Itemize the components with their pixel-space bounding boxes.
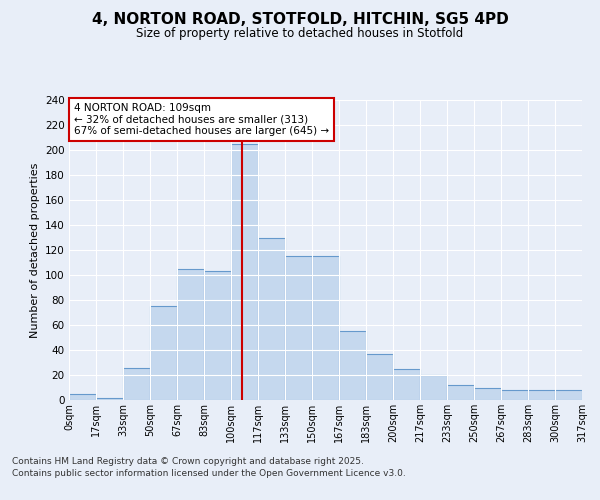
Bar (474, 388, 501, 400)
Bar (501, 390, 528, 400)
Bar (177, 269, 204, 400)
Y-axis label: Number of detached properties: Number of detached properties (29, 162, 40, 338)
Text: 4, NORTON ROAD, STOTFOLD, HITCHIN, SG5 4PD: 4, NORTON ROAD, STOTFOLD, HITCHIN, SG5 4… (92, 12, 508, 28)
Bar (339, 331, 366, 400)
Bar (69, 394, 96, 400)
Bar (96, 398, 123, 400)
Bar (231, 144, 258, 400)
Bar (285, 256, 312, 400)
Bar (366, 354, 393, 400)
Bar (555, 390, 582, 400)
Bar (528, 390, 555, 400)
Bar (312, 256, 339, 400)
Text: Contains public sector information licensed under the Open Government Licence v3: Contains public sector information licen… (12, 469, 406, 478)
Text: 4 NORTON ROAD: 109sqm
← 32% of detached houses are smaller (313)
67% of semi-det: 4 NORTON ROAD: 109sqm ← 32% of detached … (74, 103, 329, 136)
Bar (150, 306, 177, 400)
Bar (204, 271, 231, 400)
Bar (447, 385, 474, 400)
Bar (393, 369, 420, 400)
Text: Size of property relative to detached houses in Stotfold: Size of property relative to detached ho… (136, 28, 464, 40)
Bar (420, 375, 447, 400)
Bar (123, 368, 150, 400)
Bar (258, 238, 285, 400)
Text: Contains HM Land Registry data © Crown copyright and database right 2025.: Contains HM Land Registry data © Crown c… (12, 458, 364, 466)
